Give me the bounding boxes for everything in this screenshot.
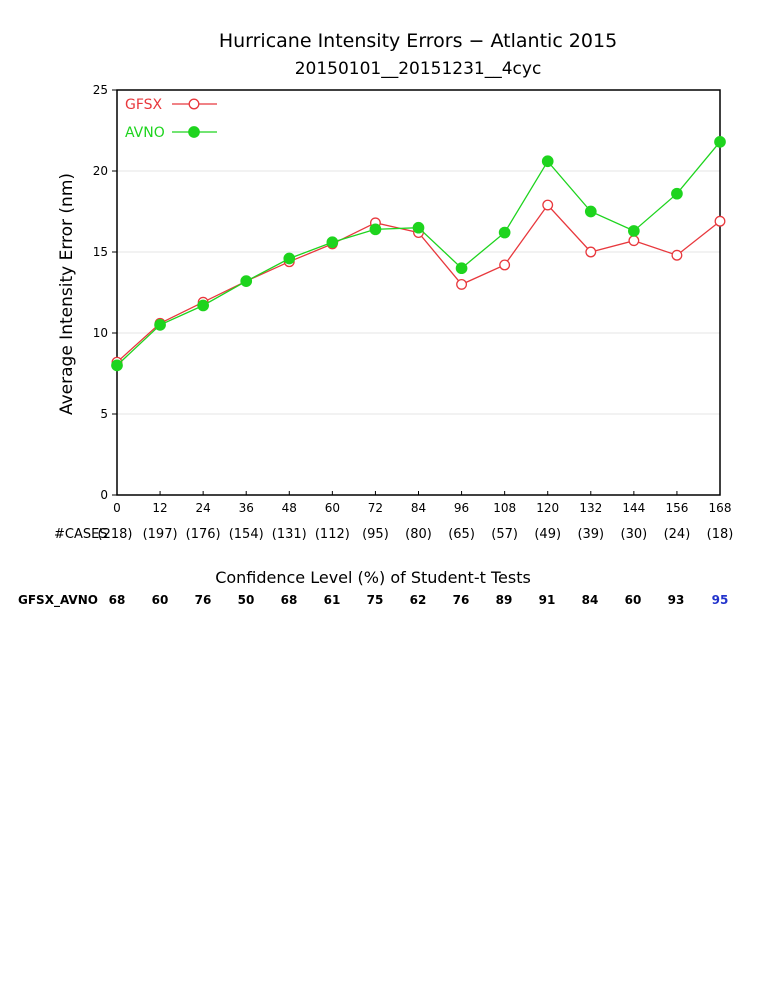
legend-marker-avno (188, 126, 200, 138)
chart-title: Hurricane Intensity Errors − Atlantic 20… (219, 30, 617, 52)
x-tick-label: 60 (325, 501, 340, 515)
significance-value: 61 (324, 593, 341, 607)
cases-value: (65) (448, 527, 475, 542)
x-tick-label: 108 (493, 501, 516, 515)
significance-value: 76 (195, 593, 212, 607)
x-tick-label: 12 (152, 501, 167, 515)
legend: GFSX AVNO (125, 97, 217, 141)
data-point-avno (455, 262, 468, 275)
legend-marker-gfsx (188, 98, 200, 110)
x-tick-label: 84 (411, 501, 426, 515)
data-point-gfsx (585, 246, 597, 258)
axes: 0 5 10 15 20 25 0 12 24 36 48 60 72 84 96 108 120 132 144 1… (93, 83, 732, 515)
data-point-gfsx (671, 249, 683, 261)
data-point-gfsx (628, 235, 640, 247)
significance-value: 50 (238, 593, 255, 607)
cases-value: (95) (362, 527, 389, 542)
cases-value: (218) (98, 527, 133, 542)
cases-value: (131) (272, 527, 307, 542)
cases-value: (112) (315, 527, 350, 542)
data-point-gfsx (456, 278, 468, 290)
data-point-avno (412, 221, 425, 234)
data-point-avno (584, 205, 597, 218)
significance-value: 68 (281, 593, 298, 607)
legend-label-gfsx: GFSX (125, 97, 163, 113)
series (111, 135, 726, 372)
y-tick-label: 15 (93, 245, 108, 259)
cases-value: (154) (229, 527, 264, 542)
cases-value: (197) (143, 527, 178, 542)
significance-value: 62 (410, 593, 427, 607)
data-point-avno (541, 155, 554, 168)
significance-value: 60 (625, 593, 642, 607)
cases-row: #CASES(218) (197) (176) (154) (131) (112) (95)… (54, 527, 733, 542)
cases-value: (30) (621, 527, 648, 542)
x-tick-label: 72 (368, 501, 383, 515)
x-tick-label: 48 (282, 501, 297, 515)
significance-value: 76 (453, 593, 470, 607)
y-tick-label: 0 (100, 488, 108, 502)
data-point-avno (326, 236, 339, 249)
y-tick-label: 25 (93, 83, 108, 97)
data-point-avno (154, 319, 166, 331)
data-point-avno (283, 252, 296, 265)
cases-value: (39) (577, 527, 604, 542)
data-point-gfsx (714, 215, 726, 227)
data-point-avno (369, 223, 382, 236)
y-tick-label: 10 (93, 326, 108, 340)
x-tick-label: 24 (196, 501, 211, 515)
legend-label-avno: AVNO (125, 125, 165, 141)
data-point-avno (671, 187, 683, 200)
x-tick-label: 120 (536, 501, 559, 515)
y-tick-label: 20 (93, 164, 108, 178)
cases-value: (49) (534, 527, 561, 542)
y-axis-label: Average Intensity Error (nm) (57, 173, 77, 415)
cases-value: (18) (707, 527, 734, 542)
significance-value: 93 (668, 593, 685, 607)
x-tick-label: 36 (239, 501, 254, 515)
x-tick-label: 144 (622, 501, 645, 515)
data-point-avno (111, 359, 123, 372)
cases-value: (57) (491, 527, 518, 542)
significance-value: 84 (582, 593, 599, 607)
significance-value: 95 (712, 593, 729, 607)
x-tick-label: 0 (113, 501, 121, 515)
x-tick-label: 156 (665, 501, 688, 515)
significance-row-label: GFSX_AVNO (18, 593, 98, 608)
x-tick-label: 168 (709, 501, 732, 515)
y-tick-label: 5 (100, 407, 108, 421)
data-point-gfsx (499, 259, 511, 271)
significance-value: 89 (496, 593, 513, 607)
gridlines (117, 170, 720, 415)
cases-value: (80) (405, 527, 432, 542)
plot-frame (116, 89, 721, 496)
significance-heading: Confidence Level (%) of Student-t Tests (215, 568, 531, 587)
data-point-avno (714, 135, 726, 148)
data-point-avno (197, 299, 209, 312)
data-point-avno (628, 225, 640, 237)
chart-subtitle: 20150101__20151231__4cyc (295, 59, 542, 79)
significance-value: 68 (109, 593, 126, 607)
series-line-avno (116, 141, 721, 366)
x-tick-label: 96 (454, 501, 469, 515)
significance-row: GFSX_AVNO 68 60 76 50 68 61 75 62 76 89 91 84 60 93 95 (18, 593, 728, 608)
data-point-gfsx (542, 199, 554, 211)
cases-value: (24) (664, 527, 691, 542)
cases-value: (176) (186, 527, 221, 542)
significance-value: 60 (152, 593, 169, 607)
data-point-avno (498, 226, 511, 239)
cases-label: #CASES (54, 527, 108, 542)
data-point-avno (240, 275, 253, 288)
significance-value: 75 (367, 593, 384, 607)
x-tick-label: 132 (579, 501, 602, 515)
significance-value: 91 (539, 593, 556, 607)
